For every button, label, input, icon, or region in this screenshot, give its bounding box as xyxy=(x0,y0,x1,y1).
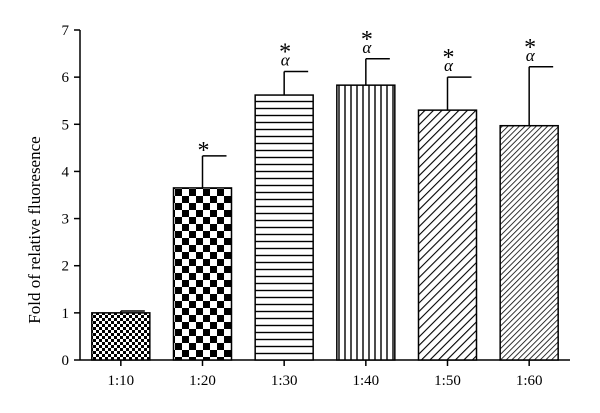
significance-star: * xyxy=(198,138,210,164)
bars-group xyxy=(91,84,559,361)
x-tick-label: 1:40 xyxy=(352,373,379,389)
alpha-mark: α xyxy=(444,56,454,75)
y-tick-label: 0 xyxy=(62,353,70,369)
y-tick-label: 4 xyxy=(62,164,70,180)
alpha-mark: α xyxy=(281,50,291,69)
error-bars-group xyxy=(120,58,554,313)
y-tick-label: 2 xyxy=(62,259,70,275)
y-tick-label: 1 xyxy=(62,306,70,322)
x-tick-label: 1:30 xyxy=(271,373,298,389)
y-tick-label: 5 xyxy=(62,117,70,133)
x-tick-label: 1:60 xyxy=(516,373,543,389)
bar xyxy=(91,312,151,361)
y-tick-label: 3 xyxy=(62,212,70,228)
y-axis: 0 1 2 3 4 5 6 7 xyxy=(62,23,81,369)
significance-marks-group: *α* α*α* α* xyxy=(198,27,537,164)
x-tick-label: 1:50 xyxy=(434,373,461,389)
bar xyxy=(499,124,559,361)
y-tick-label: 7 xyxy=(62,23,70,39)
x-tick-label: 1:10 xyxy=(107,373,134,389)
bar xyxy=(336,84,396,361)
x-axis: 1:10 1:20 1:30 1:40 1:50 1:60 xyxy=(80,359,570,389)
y-tick-label: 6 xyxy=(62,70,70,86)
x-tick-label: 1:20 xyxy=(189,373,216,389)
bar xyxy=(417,109,478,361)
bar xyxy=(172,187,233,361)
alpha-mark: α xyxy=(362,38,372,57)
bar xyxy=(254,94,314,361)
significance-star: * xyxy=(443,45,455,71)
significance-star: * xyxy=(361,27,373,53)
y-axis-label: Fold of relative fluoresence xyxy=(25,136,44,323)
alpha-mark: α xyxy=(526,46,536,65)
significance-star: * xyxy=(524,35,536,61)
significance-star: * xyxy=(279,39,291,65)
